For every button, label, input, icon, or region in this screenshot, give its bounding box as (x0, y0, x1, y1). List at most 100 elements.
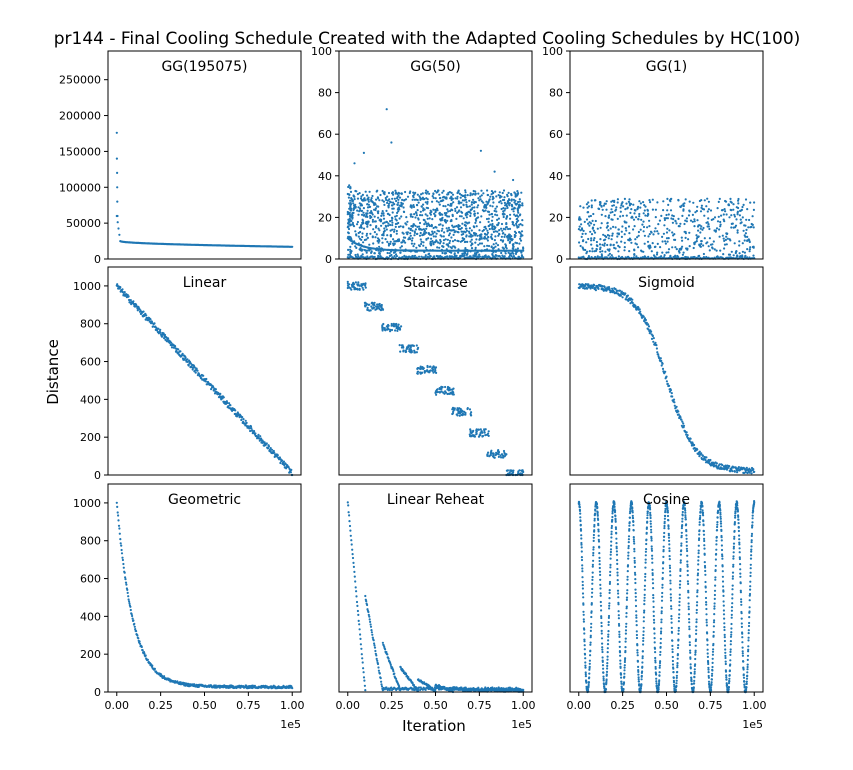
data-point (371, 197, 373, 199)
y-tick-label: 0 (325, 253, 332, 266)
data-point (363, 680, 365, 682)
data-point (366, 194, 368, 196)
data-point (590, 244, 592, 246)
data-point (743, 224, 745, 226)
data-point (466, 408, 468, 410)
data-point (630, 242, 632, 244)
data-point (753, 471, 755, 473)
data-point (484, 434, 486, 436)
data-point (416, 351, 418, 353)
data-point (494, 227, 496, 229)
data-point (383, 214, 385, 216)
data-point (666, 228, 668, 230)
data-point (474, 234, 476, 236)
data-point (440, 241, 442, 243)
data-point (730, 214, 732, 216)
data-point (622, 215, 624, 217)
data-point (578, 216, 580, 218)
data-point (717, 220, 719, 222)
data-point (378, 199, 380, 201)
data-point (435, 226, 437, 228)
data-point (716, 462, 718, 464)
data-point (368, 204, 370, 206)
data-point (655, 216, 657, 218)
data-point (592, 220, 594, 222)
data-point (205, 378, 207, 380)
data-point (498, 201, 500, 203)
data-point (443, 235, 445, 237)
data-point (621, 236, 623, 238)
data-point (371, 631, 373, 633)
data-point (355, 190, 357, 192)
data-point (514, 234, 516, 236)
data-point (601, 206, 603, 208)
data-point (593, 230, 595, 232)
data-point (719, 250, 721, 252)
y-tick-label: 200 (80, 431, 101, 444)
data-point (417, 371, 419, 373)
data-point (603, 245, 605, 247)
data-point (592, 228, 594, 230)
data-point (674, 246, 676, 248)
data-point (734, 215, 736, 217)
data-point (680, 249, 682, 251)
data-point (464, 412, 466, 414)
data-point (116, 506, 118, 508)
data-point (600, 227, 602, 229)
data-point (612, 219, 614, 221)
data-point (617, 218, 619, 220)
data-point (362, 249, 364, 251)
data-point (514, 242, 516, 244)
y-tick-label: 200 (80, 648, 101, 661)
data-point (369, 224, 371, 226)
data-point (709, 459, 711, 461)
data-point (459, 415, 461, 417)
data-point (139, 640, 141, 642)
data-point (495, 452, 497, 454)
data-point (377, 240, 379, 242)
data-point (480, 150, 482, 152)
data-point (633, 219, 635, 221)
data-point (116, 158, 118, 160)
data-point (725, 201, 727, 203)
y-tick-label: 100 (542, 45, 563, 58)
data-point (705, 222, 707, 224)
data-point (675, 222, 677, 224)
data-point (245, 420, 247, 422)
data-point (745, 219, 747, 221)
data-point (579, 226, 581, 228)
data-point (494, 171, 496, 173)
data-point (729, 239, 731, 241)
data-point (666, 237, 668, 239)
data-point (372, 213, 374, 215)
data-point (454, 210, 456, 212)
data-point (250, 425, 252, 427)
data-point (721, 464, 723, 466)
data-point (693, 218, 695, 220)
data-point (360, 648, 362, 650)
data-point (741, 254, 743, 256)
data-point (687, 238, 689, 240)
data-point (363, 676, 365, 678)
data-point (521, 219, 523, 221)
data-point (456, 413, 458, 415)
data-point (652, 209, 654, 211)
data-point (584, 221, 586, 223)
data-point (508, 237, 510, 239)
scatter-points (116, 502, 294, 690)
data-point (681, 246, 683, 248)
data-point (461, 215, 463, 217)
data-point (350, 209, 352, 211)
data-point (360, 203, 362, 205)
data-point (353, 566, 355, 568)
data-point (419, 228, 421, 230)
data-point (392, 194, 394, 196)
data-point (516, 190, 518, 192)
data-point (490, 236, 492, 238)
data-point (409, 192, 411, 194)
data-point (469, 194, 471, 196)
data-point (380, 681, 382, 683)
data-point (624, 292, 626, 294)
y-tick-label: 80 (549, 87, 563, 100)
data-point (438, 213, 440, 215)
